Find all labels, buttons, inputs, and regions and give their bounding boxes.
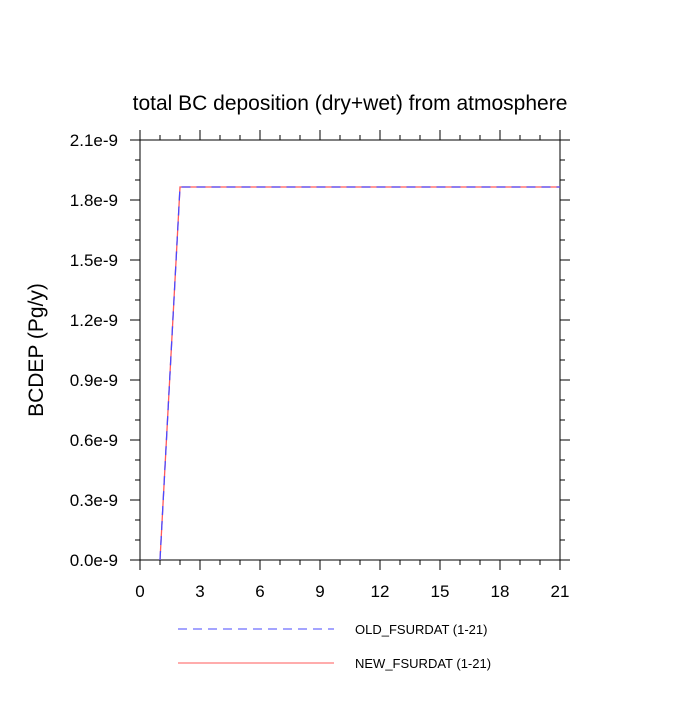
legend-label: NEW_FSURDAT (1-21) xyxy=(355,656,491,671)
plot-border xyxy=(139,139,561,561)
x-tick-label: 21 xyxy=(551,582,570,601)
series-line-old-fsurdat xyxy=(159,186,560,561)
y-tick-label: 1.5e-9 xyxy=(70,251,118,270)
legend-label: OLD_FSURDAT (1-21) xyxy=(355,622,487,637)
plot-frame xyxy=(139,139,561,561)
x-tick-label: 3 xyxy=(195,582,204,601)
x-tick-label: 15 xyxy=(431,582,450,601)
y-tick-label: 0.9e-9 xyxy=(70,371,118,390)
axis-ticks: 0 3 6 9 12 15 18 21 0.0e-9 0.3e-9 0.6e-9 0.9e-9 1.2e… xyxy=(70,130,570,601)
y-tick-label: 0.0e-9 xyxy=(70,551,118,570)
x-tick-label: 18 xyxy=(491,582,510,601)
y-tick-label: 0.3e-9 xyxy=(70,491,118,510)
legend: OLD_FSURDAT (1-21) NEW_FSURDAT (1-21) xyxy=(178,622,491,671)
chart-title: total BC deposition (dry+wet) from atmos… xyxy=(133,92,568,115)
series-layer xyxy=(159,186,560,561)
x-tick-label: 9 xyxy=(315,582,324,601)
y-tick-label: 1.8e-9 xyxy=(70,191,118,210)
series-line-new-fsurdat xyxy=(159,186,560,561)
y-tick-label: 2.1e-9 xyxy=(70,131,118,150)
y-tick-label: 1.2e-9 xyxy=(70,311,118,330)
x-tick-label: 12 xyxy=(371,582,390,601)
y-tick-label: 0.6e-9 xyxy=(70,431,118,450)
x-tick-label: 6 xyxy=(255,582,264,601)
x-tick-label: 0 xyxy=(135,582,144,601)
y-axis-label: BCDEP (Pg/y) xyxy=(25,283,48,417)
